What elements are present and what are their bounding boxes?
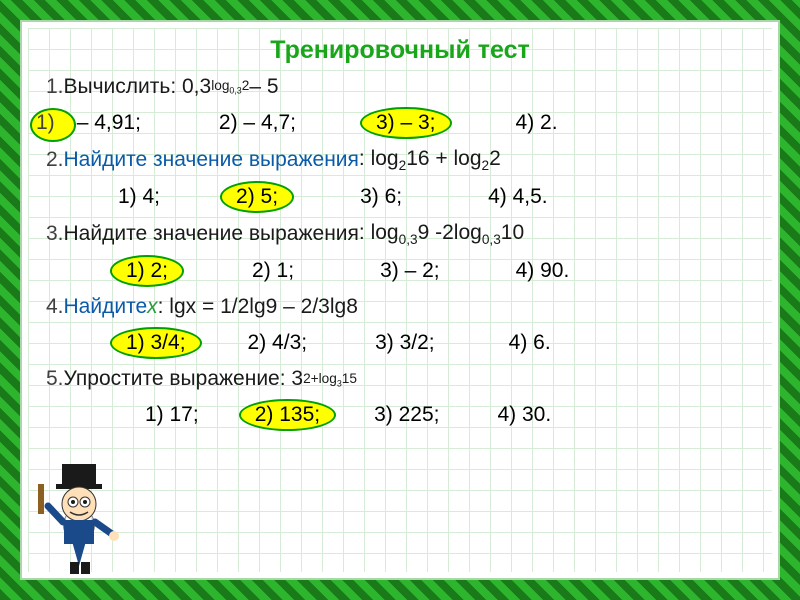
q2-opt2: 2) 5; — [220, 181, 294, 213]
q4-opt4: 4) 6. — [509, 331, 551, 355]
inner-border: Тренировочный тест 1. Вычислить: 0,3 log… — [20, 20, 780, 580]
q2-options: 1) 4; 2) 5; 3) 6; 4) 4,5. — [46, 181, 754, 213]
q1-opt3: 3) – 3; — [360, 107, 452, 139]
q5-exp: 2+log315 — [303, 371, 357, 389]
q5-opt3: 3) 225; — [374, 403, 439, 427]
q5-options: 1) 17; 2) 135; 3) 225; 4) 30. — [46, 399, 754, 431]
q5-opt2: 2) 135; — [239, 399, 336, 431]
q5-exp-a: 2+log — [303, 371, 337, 386]
q2-opt4: 4) 4,5. — [488, 185, 548, 209]
q3-expr-end: 10 — [501, 221, 524, 244]
q1-text-b: – 5 — [249, 75, 278, 99]
q4-opt3: 3) 3/2; — [375, 331, 435, 355]
q2-prompt: 2. Найдите значение выражения : log216 +… — [46, 147, 754, 173]
q5-text: Упростите выражение: 3 — [64, 367, 304, 391]
q2-number: 2. — [46, 148, 64, 172]
q1-exp: log0,32 — [211, 78, 249, 96]
q1-number: 1. — [46, 75, 64, 99]
q2-opt3: 3) 6; — [360, 185, 402, 209]
q1-prompt: 1. Вычислить: 0,3 log0,32 – 5 — [46, 75, 754, 99]
q4-text-a: Найдите — [64, 295, 148, 319]
q2-opt1: 1) 4; — [118, 185, 160, 209]
q1-options: 1) – 4,91; 2) – 4,7; 3) – 3; 4) 2. — [46, 107, 754, 139]
q3-expr-sub1: 0,3 — [399, 232, 418, 247]
q2-expr-mid: 16 + log — [406, 147, 481, 170]
q4-opt2: 2) 4/3; — [248, 331, 308, 355]
q3-prompt: 3. Найдите значение выражения : log0,39 … — [46, 221, 754, 247]
q3-text: Найдите значение выражения — [64, 222, 359, 246]
q5-exp-end: 15 — [342, 371, 357, 386]
q2-expr-a: : log — [359, 147, 399, 170]
q3-expr-sub2: 0,3 — [482, 232, 501, 247]
q2-expr: : log216 + log22 — [359, 147, 501, 173]
q2-expr-end: 2 — [489, 147, 501, 170]
q1-opt2: 2) – 4,7; — [219, 111, 296, 135]
q2-text: Найдите значение выражения — [64, 148, 359, 172]
content-area: Тренировочный тест 1. Вычислить: 0,3 log… — [28, 28, 772, 572]
q1-opt4: 4) 2. — [516, 111, 558, 135]
q1-list-num: 1) — [28, 111, 55, 134]
q1-exp-log: log — [211, 78, 229, 93]
q3-expr: : log0,39 -2log0,310 — [359, 221, 524, 247]
q3-opt3: 3) – 2; — [380, 259, 440, 283]
q4-var: х — [147, 295, 158, 319]
q3-opt2: 2) 1; — [252, 259, 294, 283]
q1-text-a: Вычислить: 0,3 — [64, 75, 212, 99]
q3-number: 3. — [46, 222, 64, 246]
q4-number: 4. — [46, 295, 64, 319]
q5-opt1: 1) 17; — [145, 403, 199, 427]
q1-exp-sup: 2 — [242, 78, 250, 93]
q4-prompt: 4. Найдите х : lgх = 1/2lg9 – 2/3lg8 — [46, 295, 754, 319]
page-title: Тренировочный тест — [46, 36, 754, 65]
q3-expr-mid: 9 -2log — [418, 221, 482, 244]
q3-options: 1) 2; 2) 1; 3) – 2; 4) 90. — [46, 255, 754, 287]
q3-opt4: 4) 90. — [516, 259, 570, 283]
mascot-icon — [30, 456, 125, 576]
q4-options: 1) 3/4; 2) 4/3; 3) 3/2; 4) 6. — [46, 327, 754, 359]
q5-number: 5. — [46, 367, 64, 391]
q1-opt1: – 4,91; — [77, 111, 141, 135]
q5-prompt: 5. Упростите выражение: 3 2+log315 — [46, 367, 754, 391]
q4-opt1: 1) 3/4; — [110, 327, 202, 359]
q1-exp-sub: 0,3 — [229, 86, 241, 96]
q3-expr-a: : log — [359, 221, 399, 244]
q2-expr-sub2: 2 — [482, 158, 490, 173]
q5-opt4: 4) 30. — [497, 403, 551, 427]
outer-frame: Тренировочный тест 1. Вычислить: 0,3 log… — [0, 0, 800, 600]
q4-expr: : lgх = 1/2lg9 – 2/3lg8 — [158, 295, 358, 319]
q3-opt1: 1) 2; — [110, 255, 184, 287]
